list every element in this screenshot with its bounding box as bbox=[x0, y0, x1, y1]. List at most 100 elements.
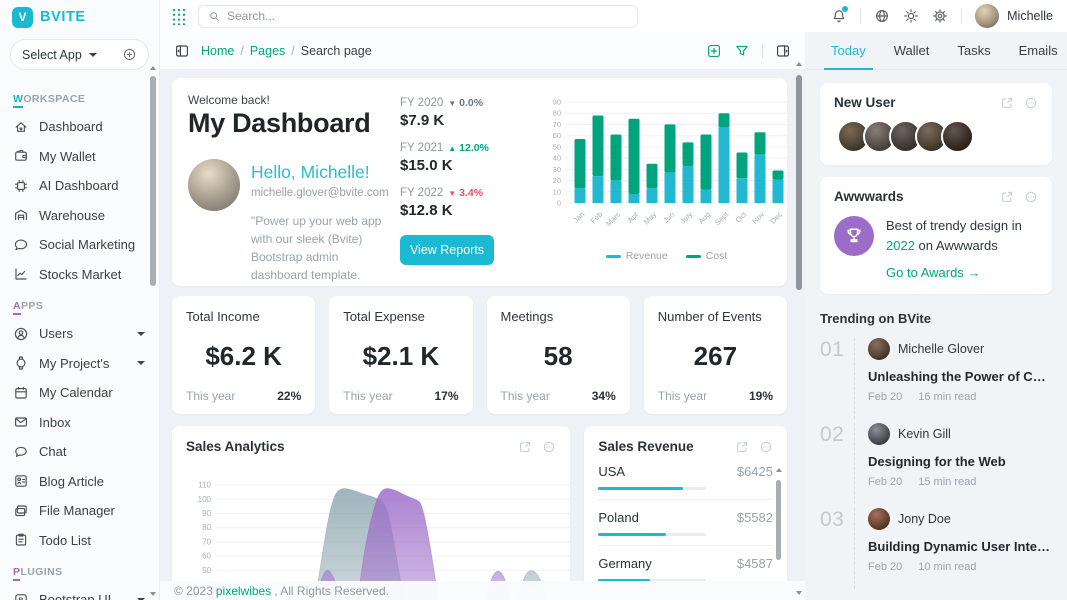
expand-icon[interactable] bbox=[1000, 190, 1014, 204]
search-input[interactable] bbox=[227, 9, 628, 23]
sidebar-item-file-manager[interactable]: File Manager bbox=[13, 496, 153, 526]
trending-item-02[interactable]: 02 Kevin Gill Designing for the Web Feb 20 1… bbox=[820, 423, 1052, 504]
home-icon bbox=[13, 119, 29, 135]
sidebar-item-social-marketing[interactable]: Social Marketing bbox=[13, 230, 153, 260]
sidebar-item-chat[interactable]: Chat bbox=[13, 437, 153, 467]
trending-rank: 02 bbox=[820, 423, 845, 446]
add-new-icon[interactable] bbox=[706, 43, 722, 59]
breadcrumb-actions bbox=[706, 43, 791, 59]
theme-sun-icon[interactable] bbox=[903, 8, 919, 24]
legend-item-revenue[interactable]: Revenue bbox=[605, 250, 668, 262]
sidebar-item-dashboard[interactable]: Dashboard bbox=[13, 112, 153, 142]
stat-title: Total Expense bbox=[343, 309, 425, 324]
scroll-down-icon[interactable] bbox=[796, 591, 802, 595]
trending-item-03[interactable]: 03 Jony Doe Building Dynamic User Interfac… bbox=[820, 508, 1052, 589]
language-globe-icon[interactable] bbox=[874, 8, 890, 24]
trending-item-01[interactable]: 01 Michelle Glover Unleashing the Power of… bbox=[820, 338, 1052, 419]
sidebar-item-inbox[interactable]: Inbox bbox=[13, 408, 153, 438]
sidebar-item-blog-article[interactable]: Blog Article bbox=[13, 467, 153, 497]
award-text: Best of trendy design in 2022 on Awwward… bbox=[886, 216, 1038, 255]
footer-copyright: © 2023 bbox=[174, 583, 213, 598]
brand[interactable]: V BVITE bbox=[0, 0, 159, 34]
notification-dot bbox=[842, 6, 849, 12]
add-app-button[interactable] bbox=[122, 47, 137, 62]
tab-tasks[interactable]: Tasks bbox=[957, 43, 991, 58]
legend-item-cost[interactable]: Cost bbox=[685, 250, 727, 262]
welcome-eyebrow: Welcome back! bbox=[188, 93, 270, 107]
notifications-bell-icon[interactable] bbox=[831, 6, 849, 24]
section-label: WORKSPACE bbox=[13, 93, 153, 108]
sidebar-item-todo-list[interactable]: Todo List bbox=[13, 526, 153, 556]
go-to-awards-link[interactable]: Go to Awards bbox=[886, 265, 980, 280]
tab-today[interactable]: Today bbox=[817, 32, 880, 70]
sidebar-scrollbar[interactable] bbox=[149, 66, 158, 596]
stat-card-meetings: Meetings 58 This year 34% bbox=[486, 296, 630, 414]
tab-wallet[interactable]: Wallet bbox=[893, 43, 930, 58]
right-panel-toggle-icon[interactable] bbox=[775, 43, 791, 59]
scroll-up-icon[interactable] bbox=[796, 62, 802, 66]
sidebar-item-label: Chat bbox=[39, 444, 67, 460]
settings-gear-icon[interactable] bbox=[932, 8, 948, 24]
arrow-down-icon: ▼ bbox=[448, 99, 457, 108]
new-user-card: New User bbox=[820, 83, 1052, 165]
card-scrollbar[interactable] bbox=[775, 468, 783, 600]
more-options-icon[interactable] bbox=[542, 440, 556, 454]
sidebar-item-my-calendar[interactable]: My Calendar bbox=[13, 378, 153, 408]
select-app-dropdown[interactable]: Select App bbox=[10, 39, 149, 70]
sidebar-scrollbar-thumb[interactable] bbox=[150, 76, 156, 286]
sidebar-item-users[interactable]: Users bbox=[13, 319, 153, 349]
view-reports-button[interactable]: View Reports bbox=[400, 235, 494, 265]
sales-analytics-card: Sales Analytics 50 60 70 80 90 100 110 bbox=[172, 426, 571, 600]
sidebar-item-my-project-s[interactable]: My Project's bbox=[13, 349, 153, 379]
promo-quote: "Power up your web app with our sleek (B… bbox=[251, 214, 382, 282]
fiscal-delta: ▲ 12.0% bbox=[448, 142, 489, 154]
revenue-country: USA bbox=[598, 464, 626, 479]
app-launcher-icon[interactable] bbox=[172, 8, 186, 25]
article-read-time: 15 min read bbox=[918, 476, 977, 488]
sidebar-item-warehouse[interactable]: Warehouse bbox=[13, 201, 153, 231]
user-menu[interactable]: Michelle bbox=[975, 4, 1053, 28]
article-title[interactable]: Designing for the Web bbox=[868, 454, 1006, 469]
article-title[interactable]: Unleashing the Power of ChatGPT bbox=[868, 369, 1052, 384]
sidebar-item-stocks-market[interactable]: Stocks Market bbox=[13, 260, 153, 290]
sidebar-item-my-wallet[interactable]: My Wallet bbox=[13, 142, 153, 172]
scroll-up-icon[interactable] bbox=[150, 66, 156, 70]
sales-analytics-area-chart: 50 60 70 80 90 100 110 bbox=[186, 468, 571, 600]
breadcrumb-home[interactable]: Home bbox=[201, 43, 235, 58]
author-avatar bbox=[868, 508, 890, 530]
tab-emails[interactable]: Emails bbox=[1018, 43, 1058, 58]
new-user-avatar[interactable] bbox=[941, 120, 974, 153]
scroll-down-icon[interactable] bbox=[150, 592, 156, 596]
svg-text:40: 40 bbox=[552, 154, 560, 163]
topbar: Michelle bbox=[160, 0, 1067, 32]
section-label: PLUGINS bbox=[13, 566, 153, 581]
breadcrumb-pages[interactable]: Pages bbox=[249, 43, 286, 58]
page-title: My Dashboard bbox=[188, 108, 371, 138]
chat-icon bbox=[13, 237, 29, 253]
more-options-icon[interactable] bbox=[1024, 190, 1038, 204]
fiscal-value: $15.0 K bbox=[400, 157, 453, 174]
filter-funnel-icon[interactable] bbox=[734, 43, 750, 59]
main-scrollbar-thumb[interactable] bbox=[796, 75, 802, 290]
card-header: Sales Revenue bbox=[598, 439, 773, 454]
more-options-icon[interactable] bbox=[1024, 96, 1038, 110]
card-title: New User bbox=[834, 95, 896, 110]
more-options-icon[interactable] bbox=[759, 440, 773, 454]
sidebar-toggle-icon[interactable] bbox=[174, 43, 190, 59]
scroll-up-icon[interactable] bbox=[776, 468, 782, 472]
article-title[interactable]: Building Dynamic User Interfaces ... bbox=[868, 539, 1052, 554]
svg-text:Feb: Feb bbox=[588, 210, 604, 226]
card-actions bbox=[1000, 96, 1038, 110]
sidebar-item-ai-dashboard[interactable]: AI Dashboard bbox=[13, 171, 153, 201]
svg-text:110: 110 bbox=[198, 481, 211, 490]
footer-brand-link[interactable]: pixelwibes bbox=[215, 583, 272, 598]
expand-icon[interactable] bbox=[1000, 96, 1014, 110]
expand-icon[interactable] bbox=[735, 440, 749, 454]
author-name: Kevin Gill bbox=[898, 427, 951, 441]
main-scrollbar[interactable] bbox=[795, 62, 804, 595]
sidebar-item-bootstrap-ui[interactable]: B Bootstrap UI bbox=[13, 585, 153, 600]
card-scrollbar-thumb[interactable] bbox=[776, 480, 781, 560]
trending-body: Kevin Gill Designing for the Web Feb 20 15 … bbox=[854, 423, 1052, 504]
expand-icon[interactable] bbox=[518, 440, 532, 454]
sidebar-item-label: Users bbox=[39, 326, 73, 342]
